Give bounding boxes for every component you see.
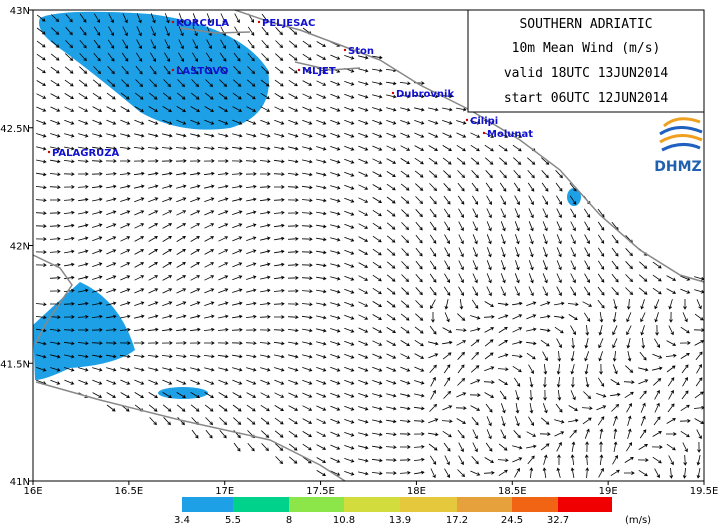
legend-swatch — [182, 497, 233, 512]
arrow-field — [35, 13, 705, 479]
legend-label: 3.4 — [174, 515, 190, 526]
y-tick-label: 43N — [10, 6, 30, 17]
wind-arrows — [35, 13, 705, 479]
x-tick-label: 16E — [23, 486, 42, 497]
place-label: LASTOVO — [176, 66, 228, 77]
x-tick-label: 17E — [215, 486, 234, 497]
y-tick-label: 42.5N — [0, 124, 30, 135]
place-label: PELJESAC — [262, 18, 315, 29]
legend-label: 24.5 — [501, 515, 523, 526]
x-tick-label: 16.5E — [115, 486, 144, 497]
speed-area — [33, 282, 135, 380]
island — [179, 27, 251, 34]
place-dot — [465, 118, 469, 122]
place-label: MLJET — [302, 66, 336, 77]
legend-swatch — [233, 497, 289, 512]
place-dot — [171, 20, 175, 24]
legend-swatch — [400, 497, 457, 512]
x-tick-label: 18.5E — [498, 486, 527, 497]
legend-label: 8 — [286, 515, 292, 526]
header-box — [467, 9, 705, 113]
legend-label: 5.5 — [225, 515, 241, 526]
header-line: SOUTHERN ADRIATIC — [519, 17, 652, 32]
place-dot — [171, 68, 175, 72]
island — [294, 61, 361, 71]
legend-swatch — [289, 497, 344, 512]
x-tick-label: 17.5E — [306, 486, 335, 497]
place-dot — [391, 91, 395, 95]
logo-mark — [659, 117, 703, 152]
place-label: KORCULA — [176, 18, 229, 29]
place-label: PALAGRUZA — [52, 148, 120, 159]
legend-unit: (m/s) — [625, 515, 651, 526]
legend-label: 10.8 — [333, 515, 355, 526]
y-tick-label: 42N — [10, 242, 30, 253]
place-dot — [257, 20, 261, 24]
place-dot — [297, 68, 301, 72]
place-label: Dubrovnik — [396, 89, 454, 100]
x-tick-label: 19E — [599, 486, 618, 497]
logo: DHMZ — [654, 117, 703, 175]
x-tick-label: 18E — [407, 486, 426, 497]
x-tick-label: 19.5E — [690, 486, 719, 497]
header-line: valid 18UTC 13JUN2014 — [504, 66, 669, 81]
legend-swatch — [457, 497, 512, 512]
place-label: Cilipi — [470, 116, 498, 127]
speed-area — [567, 188, 581, 206]
place-label: Ston — [348, 46, 374, 57]
place-dot — [343, 48, 347, 52]
place-label: Molunat — [487, 129, 533, 140]
legend-swatch — [344, 497, 400, 512]
legend-swatch — [512, 497, 558, 512]
y-tick-label: 41N — [10, 477, 30, 488]
coast — [35, 381, 346, 482]
legend-label: 13.9 — [389, 515, 411, 526]
header-line: start 06UTC 12JUN2014 — [504, 91, 669, 106]
logo-text: DHMZ — [654, 159, 701, 175]
legend-label: 32.7 — [547, 515, 569, 526]
coast — [32, 254, 73, 346]
legend-swatch — [558, 497, 612, 512]
place-dot — [47, 150, 51, 154]
place-dot — [482, 131, 486, 135]
header-line: 10m Mean Wind (m/s) — [512, 41, 661, 56]
y-tick-label: 41.5N — [0, 359, 30, 370]
legend-label: 17.2 — [446, 515, 468, 526]
